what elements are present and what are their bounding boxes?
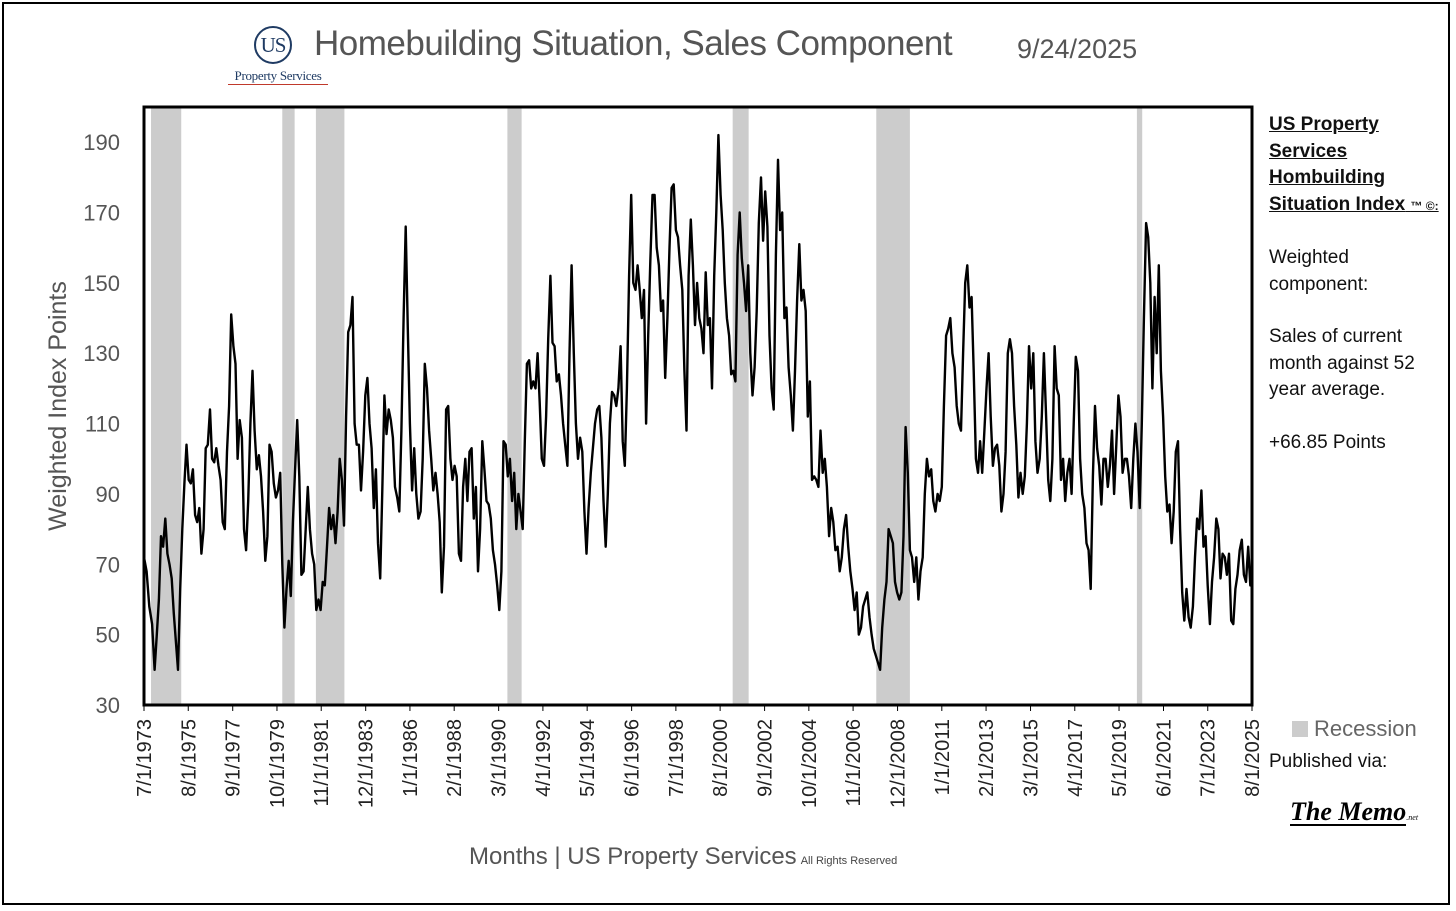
x-tick-label: 8/1/2025 — [1242, 719, 1264, 797]
x-tick-label: 5/1/2019 — [1109, 719, 1131, 797]
x-tick-label: 1/1/1986 — [400, 719, 422, 797]
y-tick-label: 70 — [96, 552, 120, 577]
recession-band — [507, 107, 522, 705]
x-tick-label: 7/1/1973 — [134, 719, 156, 797]
memo-logo: The Memo.net — [1290, 797, 1418, 827]
x-tick-label: 10/1/1979 — [267, 719, 289, 808]
x-tick-label: 1/1/2011 — [932, 719, 954, 795]
side-points: +66.85 Points — [1269, 431, 1386, 453]
side-title: US Property Services Hombuilding Situati… — [1269, 112, 1449, 219]
y-tick-label: 130 — [83, 341, 120, 366]
x-tick-label: 12/1/1983 — [356, 719, 378, 808]
logo-text: Property Services — [234, 68, 322, 83]
side-title-tm: ™ ©: — [1410, 198, 1439, 213]
chart-date: 9/24/2025 — [1017, 34, 1138, 64]
side-description: Sales of current month against 52 year a… — [1269, 326, 1415, 400]
legend: Recession — [1292, 716, 1417, 742]
y-tick-label: 190 — [83, 130, 120, 155]
series-layer — [142, 133, 1254, 671]
logo-underline — [228, 84, 328, 85]
x-axis-label: Months | US Property Services All Rights … — [469, 843, 897, 871]
x-tick-label: 9/1/1977 — [223, 719, 245, 797]
y-tick-label: 110 — [85, 412, 120, 437]
x-tick-label: 2/1/1988 — [444, 719, 466, 797]
x-tick-label: 12/1/2008 — [888, 719, 910, 808]
x-axis-label-text: Months | US Property Services — [469, 843, 797, 870]
x-tick-label: 7/1/1998 — [666, 719, 688, 797]
side-component: Weighted component: — [1269, 247, 1369, 295]
y-axis-label: Weighted Index Points — [44, 281, 72, 531]
y-axis: 30 50 70 90 110 130 150 170 190 — [83, 130, 120, 718]
x-tick-label: 11/1/2006 — [843, 719, 865, 807]
x-tick-label: 5/1/1994 — [577, 719, 599, 797]
logo-mark: US — [254, 26, 292, 64]
side-panel: US Property Services Hombuilding Situati… — [1269, 112, 1449, 456]
y-tick-label: 30 — [96, 693, 120, 718]
x-tick-label: 4/1/1992 — [533, 719, 555, 797]
side-title-text: US Property Services Hombuilding Situati… — [1269, 114, 1406, 215]
memo-underline — [1290, 824, 1406, 826]
x-tick-label: 3/1/2015 — [1021, 719, 1043, 797]
x-tick-label: 8/1/1975 — [178, 719, 200, 797]
x-tick-label: 2/1/2013 — [976, 719, 998, 797]
x-tick-label: 3/1/1990 — [489, 719, 511, 797]
logo: US Property Services — [226, 26, 330, 88]
plot-border — [142, 105, 1254, 707]
y-tick-label: 170 — [83, 201, 120, 226]
x-axis: 7/1/1973 8/1/1975 9/1/1977 10/1/1979 11/1/19… — [134, 705, 1264, 808]
x-tick-label: 10/1/2004 — [799, 719, 821, 808]
x-tick-label: 8/1/2000 — [710, 719, 732, 797]
y-tick-label: 50 — [96, 623, 120, 648]
x-tick-label: 6/1/1996 — [622, 719, 644, 797]
x-tick-label: 11/1/1981 — [311, 719, 333, 807]
chart-title: Homebuilding Situation, Sales Component — [314, 24, 953, 63]
x-tick-label: 7/1/2023 — [1198, 719, 1220, 797]
y-tick-label: 90 — [96, 482, 120, 507]
recession-band — [876, 107, 910, 705]
x-tick-label: 6/1/2021 — [1153, 719, 1175, 797]
legend-recession-label: Recession — [1314, 716, 1417, 741]
published-label: Published via: — [1269, 751, 1388, 772]
recession-band — [315, 107, 345, 705]
y-tick-label: 150 — [83, 271, 120, 296]
series-line — [142, 133, 1254, 671]
memo-logo-text: The Memo — [1290, 797, 1407, 826]
recession-band — [151, 107, 182, 705]
recession-band — [1136, 107, 1143, 705]
x-tick-label: 9/1/2002 — [755, 719, 777, 797]
memo-logo-suffix: .net — [1406, 813, 1419, 822]
rights-note: All Rights Reserved — [800, 855, 898, 867]
legend-swatch — [1292, 721, 1308, 737]
x-tick-label: 4/1/2017 — [1065, 719, 1087, 797]
recession-bands — [151, 107, 1143, 705]
recession-band — [732, 107, 749, 705]
